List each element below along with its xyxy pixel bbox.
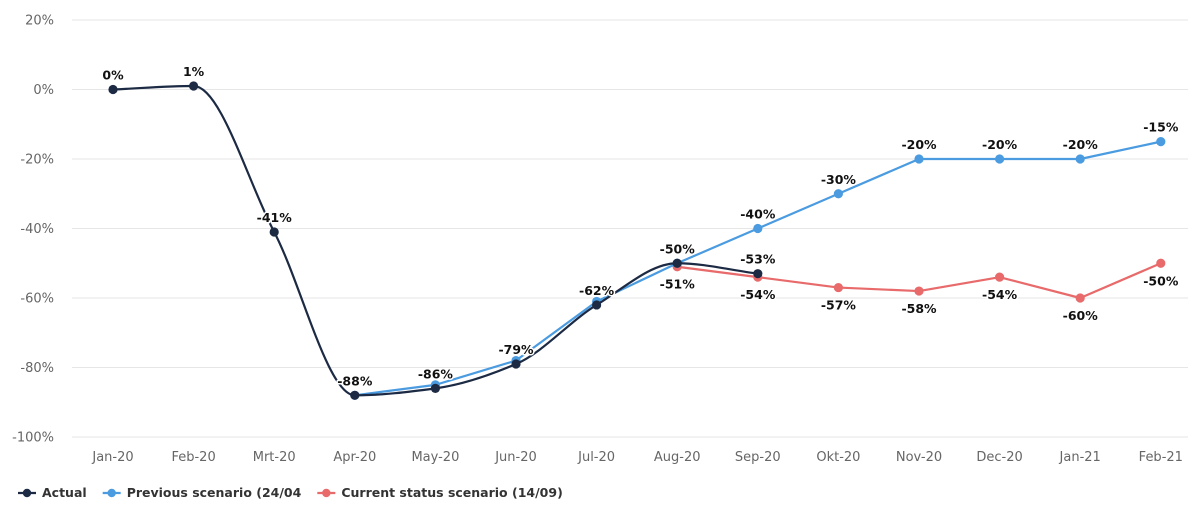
data-point[interactable] [833, 189, 844, 199]
data-label: -60% [1063, 308, 1099, 323]
legend-label: Current status scenario (14/09) [341, 485, 562, 500]
data-label: -54% [740, 287, 776, 302]
data-label: -30% [821, 172, 857, 187]
series-line [111, 84, 759, 397]
series-line [353, 140, 1162, 397]
data-point[interactable] [1156, 258, 1166, 268]
data-label: -41% [257, 210, 293, 225]
y-tick-label: 0% [33, 83, 54, 98]
data-label: -50% [660, 241, 696, 256]
y-tick-label: -100% [12, 431, 54, 446]
data-label: -88% [337, 373, 373, 388]
data-label: -40% [740, 207, 776, 222]
data-label: -50% [1143, 273, 1179, 288]
grid [72, 19, 1188, 438]
data-label: -57% [821, 298, 857, 313]
x-tick-label: Apr-20 [333, 450, 376, 465]
y-tick-label: -20% [20, 153, 54, 168]
y-tick-label: -60% [20, 292, 54, 307]
data-point[interactable] [430, 383, 440, 393]
x-tick-label: Aug-20 [654, 450, 701, 465]
legend-label: Actual [42, 485, 87, 500]
legend[interactable]: Actual Previous scenario (24/04 Current st… [18, 485, 563, 500]
data-point[interactable] [189, 81, 199, 91]
data-label: -15% [1143, 120, 1179, 135]
x-tick-label: Feb-20 [171, 450, 215, 465]
data-label: -20% [1063, 137, 1099, 152]
y-tick-label: -80% [20, 361, 54, 376]
x-tick-label: Jan-21 [1059, 450, 1101, 465]
x-tick-label: Okt-20 [816, 450, 860, 465]
y-tick-label: -40% [20, 222, 54, 237]
data-label: -53% [740, 252, 776, 267]
legend-marker-icon [322, 488, 331, 498]
data-point[interactable] [914, 154, 924, 164]
x-tick-label: Nov-20 [896, 450, 942, 465]
data-point[interactable] [753, 269, 763, 279]
data-label: -20% [901, 137, 937, 152]
data-point[interactable] [672, 258, 682, 268]
data-label: 1% [183, 64, 205, 79]
data-label: -58% [901, 301, 937, 316]
data-label: -62% [579, 283, 615, 298]
x-tick-label: Mrt-20 [253, 450, 296, 465]
data-point[interactable] [592, 300, 602, 310]
legend-marker-icon [22, 488, 32, 498]
legend-item[interactable]: Actual [18, 485, 87, 500]
data-point[interactable] [108, 84, 118, 95]
y-tick-label: 20% [25, 14, 54, 29]
x-tick-label: Jul-20 [577, 450, 615, 465]
data-point[interactable] [511, 359, 521, 369]
data-label: 0% [102, 68, 124, 83]
data-point[interactable] [1075, 293, 1085, 303]
y-axis-ticks: 20% 0% -20% -40% -60% -80% -100% [12, 14, 54, 446]
data-label: -86% [418, 366, 454, 381]
data-label: -51% [660, 277, 696, 292]
x-tick-label: May-20 [411, 450, 459, 465]
x-tick-label: Dec-20 [976, 450, 1022, 465]
data-label: -54% [982, 287, 1018, 302]
series-actual [108, 81, 763, 400]
legend-label: Previous scenario (24/04 [127, 485, 302, 500]
x-tick-label: Jun-20 [494, 450, 537, 465]
legend-item[interactable]: Current status scenario (14/09) [317, 485, 563, 500]
legend-marker-icon [107, 488, 116, 498]
data-point[interactable] [1156, 137, 1166, 147]
data-label: -20% [982, 137, 1018, 152]
legend-item[interactable]: Previous scenario (24/04 [102, 485, 302, 500]
data-point[interactable] [833, 282, 844, 293]
series-lines [108, 81, 1166, 400]
data-point[interactable] [995, 272, 1005, 282]
x-tick-label: Feb-21 [1139, 450, 1183, 465]
data-point[interactable] [350, 390, 360, 400]
data-point[interactable] [269, 227, 279, 237]
data-point[interactable] [995, 154, 1005, 164]
x-axis-ticks: Jan-20 Feb-20 Mrt-20 Apr-20 May-20 Jun-20 Jul-… [91, 450, 1183, 465]
data-point[interactable] [914, 286, 924, 296]
data-label: -79% [498, 342, 534, 357]
x-tick-label: Sep-20 [735, 450, 781, 465]
data-point[interactable] [753, 223, 763, 234]
data-labels: -51% -54% -57% -58% -54% -60% -50% -40% -30% -20%… [101, 63, 1180, 390]
series-previous-scenario [350, 137, 1166, 400]
x-tick-label: Jan-20 [91, 450, 133, 465]
data-point[interactable] [1075, 154, 1085, 164]
